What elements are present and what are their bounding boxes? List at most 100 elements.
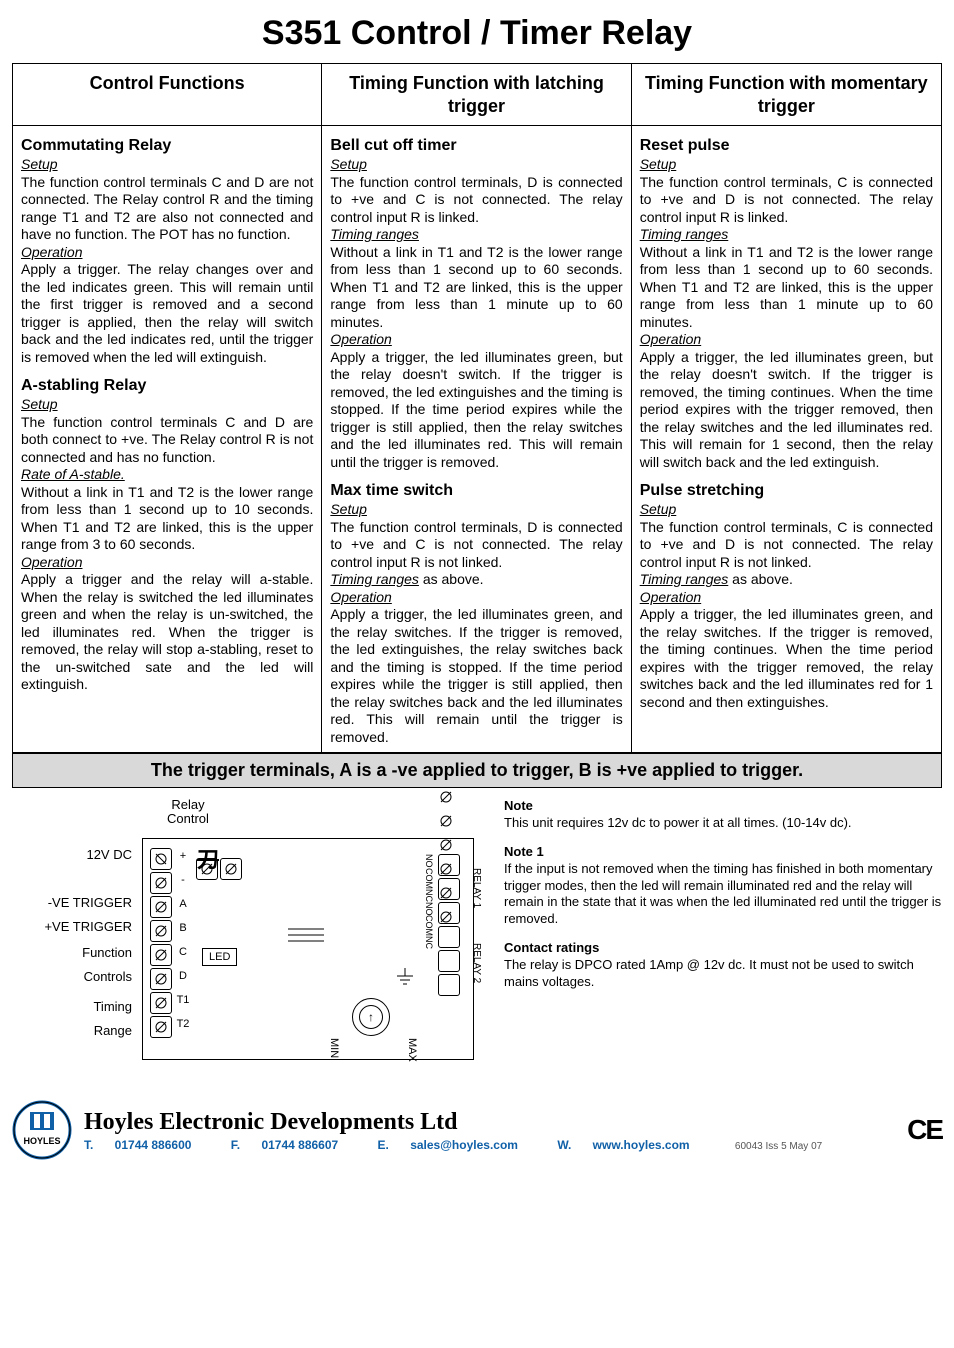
left-terminal-column [150, 848, 172, 1040]
relay2-label: RELAY 2 [471, 943, 482, 983]
astabling-operation-text: Apply a trigger and the relay will a-sta… [21, 571, 313, 694]
timing-label-c2b: Timing ranges [330, 571, 419, 587]
setup-label-c3b: Setup [640, 501, 933, 519]
pin-c-label: C [176, 946, 190, 958]
connector-diagram: Relay Control 12V DC -VE TRIGGER +VE TRI… [12, 798, 492, 1078]
setup-label-c3: Setup [640, 156, 933, 174]
ground-icon [396, 968, 414, 991]
operation-label-c2b: Operation [330, 589, 622, 607]
knob-labels: MIN MAX [328, 1038, 418, 1062]
max-label: MAX [406, 1038, 418, 1062]
footer: HOYLES Hoyles Electronic Developments Lt… [12, 1100, 942, 1160]
pin-plus-label: + [176, 850, 190, 862]
relay1-label: RELAY 1 [471, 868, 482, 908]
contact-line: T. 01744 886600 F. 01744 886607 E. sales… [84, 1138, 887, 1152]
tel-label: T. [84, 1138, 97, 1152]
timing-ranges-c3b: Timing ranges as above. [640, 571, 933, 589]
main-table: Control Functions Timing Function with l… [12, 63, 942, 753]
issue-number: 60043 Iss 5 May 07 [735, 1141, 822, 1152]
notes-column: Note This unit requires 12v dc to power … [504, 798, 942, 1078]
timing-pot: ↑ [352, 998, 390, 1036]
hoyles-logo: HOYLES [12, 1100, 72, 1160]
page-title: S351 Control / Timer Relay [12, 14, 942, 53]
col-header-3: Timing Function with momentary trigger [631, 64, 941, 126]
col1-cell: Commutating Relay Setup The function con… [13, 126, 322, 753]
commutating-setup-text: The function control terminals C and D a… [21, 174, 313, 244]
setup-label: Setup [21, 156, 313, 174]
bell-timing-text: Without a link in T1 and T2 is the lower… [330, 244, 622, 332]
commutating-operation-text: Apply a trigger. The relay changes over … [21, 261, 313, 366]
fax-number: 01744 886607 [261, 1138, 338, 1152]
diagram-caption: Relay Control [167, 798, 209, 827]
terminal-plus [150, 848, 172, 870]
bell-heading: Bell cut off timer [330, 136, 622, 156]
label-no-2: NO [424, 902, 434, 916]
reset-setup-text: The function control terminals, C is con… [640, 174, 933, 227]
astabling-setup-text: The function control terminals C and D a… [21, 414, 313, 467]
contact-heading: Contact ratings [504, 940, 942, 957]
reset-operation-text: Apply a trigger, the led illuminates gre… [640, 349, 933, 472]
terminal-d [150, 968, 172, 990]
led-label: LED [202, 948, 237, 966]
timing-text-c3b: as above. [728, 571, 793, 587]
label-no-1: NO [424, 854, 434, 868]
note1-heading: Note 1 [504, 844, 942, 861]
terminal-minus [150, 872, 172, 894]
label-neg-trigger: -VE TRIGGER [12, 896, 132, 920]
company-name: Hoyles Electronic Developments Ltd [84, 1109, 887, 1136]
label-12vdc: 12V DC [12, 848, 132, 872]
terminal-c [150, 944, 172, 966]
col-header-1: Control Functions [13, 64, 322, 126]
note-heading: Note [504, 798, 942, 815]
email-address: sales@hoyles.com [410, 1138, 518, 1152]
operation-label: Operation [21, 244, 313, 262]
pulse-heading: Pulse stretching [640, 481, 933, 501]
astabling-rate-text: Without a link in T1 and T2 is the lower… [21, 484, 313, 554]
pin-b-label: B [176, 922, 190, 934]
pulse-operation-text: Apply a trigger, the led illuminates gre… [640, 606, 933, 711]
ce-mark: CE [907, 1114, 942, 1146]
col2-cell: Bell cut off timer Setup The function co… [322, 126, 631, 753]
web-label: W. [557, 1138, 574, 1152]
timing-text-c2b: as above. [419, 571, 484, 587]
logo-text: HOYLES [23, 1136, 60, 1146]
setup-label-c2b: Setup [330, 501, 622, 519]
relay-symbol-icon: 刀 [197, 842, 219, 874]
astabling-heading: A-stabling Relay [21, 376, 313, 396]
reset-timing-text: Without a link in T1 and T2 is the lower… [640, 244, 933, 332]
timing-label-c2: Timing ranges [330, 226, 622, 244]
pin-minus-label: - [176, 874, 190, 886]
operation-label-c3b: Operation [640, 589, 933, 607]
terminal-t2 [150, 1016, 172, 1038]
label-range: Range [12, 1024, 132, 1048]
terminal-a [150, 896, 172, 918]
pin-t2-label: T2 [176, 1018, 190, 1030]
label-timing: Timing [12, 1000, 132, 1024]
right-terminal-column [438, 854, 460, 998]
caption-relay: Relay [167, 798, 209, 812]
right-pin-labels: NO COM NC NO COM NC [424, 854, 436, 949]
max-operation-text: Apply a trigger, the led illuminates gre… [330, 606, 622, 746]
operation-label-c3: Operation [640, 331, 933, 349]
label-nc-2: NC [424, 936, 434, 949]
operation-label-c2: Operation [330, 331, 622, 349]
pulse-setup-text: The function control terminals, C is con… [640, 519, 933, 572]
pin-a-label: A [176, 898, 190, 910]
caption-control: Control [167, 812, 209, 826]
relay2-nc [438, 974, 460, 996]
fuse-icon [286, 926, 326, 947]
trigger-banner: The trigger terminals, A is a -ve applie… [12, 753, 942, 788]
fax-label: F. [231, 1138, 244, 1152]
max-heading: Max time switch [330, 481, 622, 501]
label-controls: Controls [12, 970, 132, 994]
setup-label-c2: Setup [330, 156, 622, 174]
timing-ranges-c2b: Timing ranges as above. [330, 571, 622, 589]
col3-cell: Reset pulse Setup The function control t… [631, 126, 941, 753]
timing-label-c3: Timing ranges [640, 226, 933, 244]
bell-setup-text: The function control terminals, D is con… [330, 174, 622, 227]
terminal-t1 [150, 992, 172, 1014]
note1-text: If the input is not removed when the tim… [504, 861, 942, 929]
label-com-1: COM [424, 868, 434, 889]
terminal-b [150, 920, 172, 942]
web-address: www.hoyles.com [593, 1138, 690, 1152]
